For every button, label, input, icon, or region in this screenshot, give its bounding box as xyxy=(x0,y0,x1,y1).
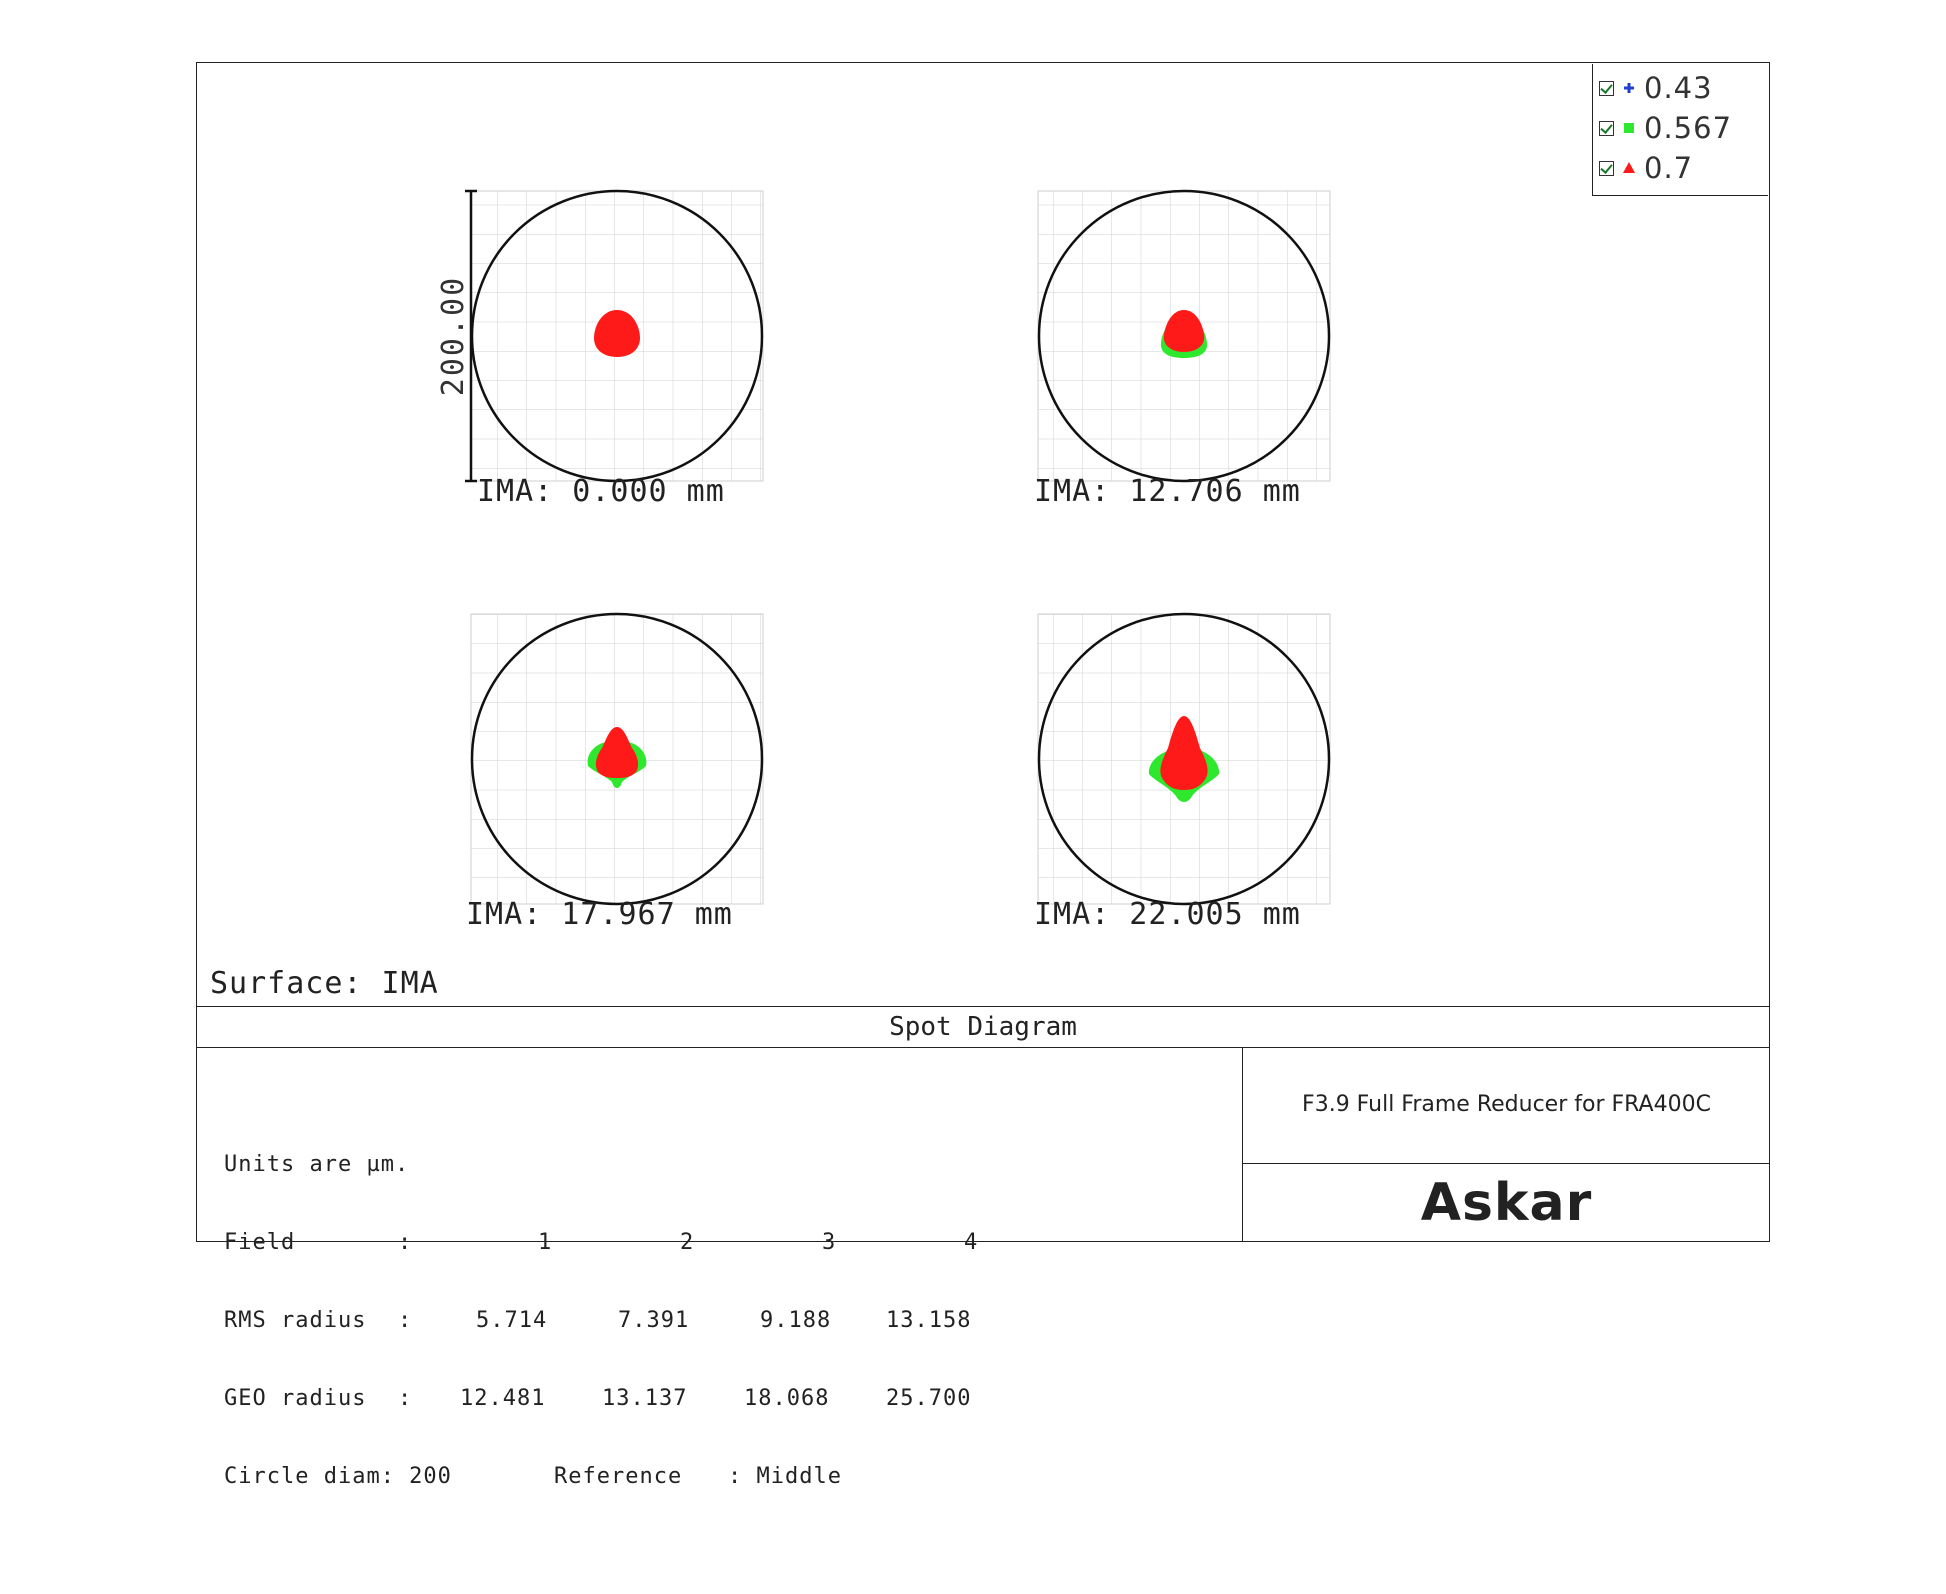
legend-label-1: 0.43 xyxy=(1644,71,1713,105)
field-row-label: Field xyxy=(224,1230,296,1255)
rms-row-colon: : xyxy=(398,1308,413,1333)
spot-panel-3 xyxy=(470,612,764,906)
field-label-2: IMA: 12.706 mm xyxy=(1034,474,1301,509)
legend-item-1[interactable]: 0.43 xyxy=(1599,71,1713,105)
field-row-colon: : xyxy=(398,1230,413,1255)
rms-value-1: 5.714 xyxy=(476,1308,548,1333)
field-value-1: 1 xyxy=(538,1230,553,1255)
spot-red-4 xyxy=(1160,716,1208,790)
field-value-4: 4 xyxy=(964,1230,979,1255)
geo-value-2: 13.137 xyxy=(602,1386,688,1411)
surface-label: Surface: IMA xyxy=(210,966,439,1001)
plot-frame xyxy=(196,62,1770,1242)
checkbox-checked-icon[interactable] xyxy=(1599,160,1614,176)
rms-value-2: 7.391 xyxy=(618,1308,690,1333)
geo-value-4: 25.700 xyxy=(886,1386,972,1411)
spot-diagram-panels: 200.00 xyxy=(436,189,1331,906)
geo-row-label: GEO radius xyxy=(224,1386,367,1411)
legend-item-3[interactable]: 0.7 xyxy=(1599,151,1694,185)
field-value-2: 2 xyxy=(680,1230,695,1255)
geo-value-1: 12.481 xyxy=(460,1386,546,1411)
legend-item-2[interactable]: 0.567 xyxy=(1599,111,1733,145)
scale-bar-label: 200.00 xyxy=(436,276,471,396)
circle-diam-label: Circle diam: 200 xyxy=(224,1464,452,1489)
field-value-3: 3 xyxy=(822,1230,837,1255)
wavelength-legend: 0.43 0.567 0.7 xyxy=(1592,64,1768,196)
square-icon xyxy=(1624,123,1634,133)
spot-panel-4 xyxy=(1037,612,1331,906)
checkbox-checked-icon[interactable] xyxy=(1599,80,1614,96)
spot-panel-1 xyxy=(470,189,764,483)
field-label-4: IMA: 22.005 mm xyxy=(1034,897,1301,932)
lens-description: F3.9 Full Frame Reducer for FRA400C xyxy=(1243,1048,1770,1164)
units-text: Units are µm. xyxy=(224,1152,410,1177)
rms-row-label: RMS radius xyxy=(224,1308,367,1333)
field-label-1: IMA: 0.000 mm xyxy=(477,474,725,509)
geo-row-colon: : xyxy=(398,1386,413,1411)
spot-panel-2 xyxy=(1037,189,1331,483)
info-block: Units are µm. Field : 1 2 3 4 RMS radius… xyxy=(224,1100,977,1516)
rms-value-4: 13.158 xyxy=(886,1308,972,1333)
legend-label-2: 0.567 xyxy=(1644,111,1733,145)
field-label-3: IMA: 17.967 mm xyxy=(466,897,733,932)
cross-icon xyxy=(1624,83,1634,93)
geo-value-3: 18.068 xyxy=(744,1386,830,1411)
brand-logo: Askar xyxy=(1420,1173,1593,1233)
reference-label: Reference xyxy=(554,1464,683,1489)
spot-red-1 xyxy=(594,310,640,357)
diagram-title: Spot Diagram xyxy=(196,1006,1770,1048)
title-block: F3.9 Full Frame Reducer for FRA400C Aska… xyxy=(1242,1048,1770,1242)
spot-red-3 xyxy=(595,727,639,778)
rms-value-3: 9.188 xyxy=(760,1308,832,1333)
checkbox-checked-icon[interactable] xyxy=(1599,120,1614,136)
scale-bar: 200.00 xyxy=(436,189,477,483)
legend-label-3: 0.7 xyxy=(1644,151,1694,185)
spot-red-2 xyxy=(1163,310,1205,352)
reference-value: : Middle xyxy=(728,1464,842,1489)
triangle-icon xyxy=(1623,162,1635,173)
